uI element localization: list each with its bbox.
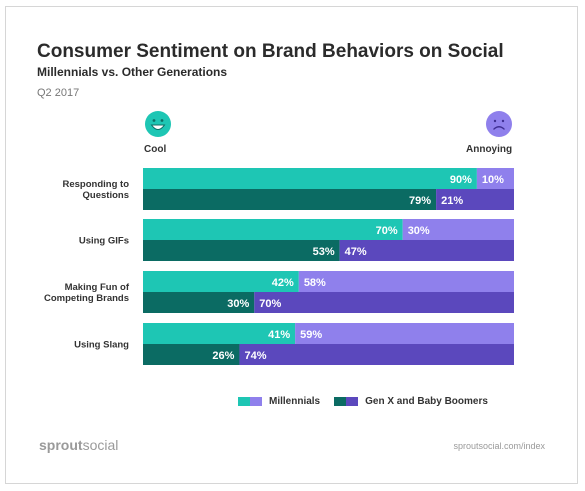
bar-cool [143,292,255,313]
bar-cool [143,344,240,365]
cool-label: Cool [144,144,167,155]
legend-swatch-older-annoying [346,396,359,406]
category-label: Using GIFs [79,236,129,247]
bar-cool [143,271,299,292]
data-label-annoying: 58% [304,277,326,289]
data-label-cool: 30% [227,298,249,310]
bar-annoying [239,344,514,365]
category-label: Competing Brands [44,293,129,304]
data-label-annoying: 70% [259,298,281,310]
chart-title: Consumer Sentiment on Brand Behaviors on… [37,41,504,62]
category-label: Making Fun of [65,282,130,293]
data-label-annoying: 74% [244,350,266,362]
legend-swatch-millennials-annoying [250,396,262,406]
bar-cool [143,168,477,189]
data-label-cool: 41% [268,329,290,341]
brand-logo: sproutsocial [39,437,119,453]
bar-annoying [254,292,515,313]
bar-annoying [476,168,514,189]
happy-face-icon [145,111,171,137]
legend-label-older: Gen X and Baby Boomers [365,395,488,407]
source-url: sproutsocial.com/index [453,441,545,451]
bar-cool [143,189,437,210]
bar-annoying [402,219,514,240]
bar-cool [143,323,296,344]
legend-item-older: Gen X and Baby Boomers [334,396,488,407]
data-label-cool: 42% [272,277,294,289]
chart-subtitle: Millennials vs. Other Generations [37,65,228,79]
sad-face-icon [486,111,512,137]
category-label: Responding to [63,179,130,190]
data-label-cool: 53% [313,246,335,258]
category-label: Using Slang [74,340,129,351]
bar-annoying [295,323,514,344]
bar-annoying [298,271,514,292]
bar-cool [143,240,340,261]
legend-swatch-older-cool [334,396,347,406]
bar-cool [143,219,403,240]
data-label-annoying: 10% [482,174,504,186]
category-label: Questions [83,190,129,201]
legend-swatch-millennials-cool [238,396,250,406]
data-label-annoying: 59% [300,329,322,341]
bar-annoying [339,240,514,261]
data-label-cool: 26% [212,350,234,362]
data-label-cool: 70% [376,225,398,237]
data-label-annoying: 21% [441,195,463,207]
annoying-label: Annoying [466,144,513,155]
data-label-annoying: 47% [345,246,367,258]
legend-label-millennials: Millennials [269,395,321,407]
bar-annoying [436,189,514,210]
data-label-cool: 79% [409,195,431,207]
legend: Millennials Gen X and Baby Boomers [238,394,488,408]
legend-item-millennials: Millennials [238,396,320,407]
data-label-cool: 90% [450,174,472,186]
chart-period: Q2 2017 [37,87,80,99]
data-label-annoying: 30% [408,225,430,237]
